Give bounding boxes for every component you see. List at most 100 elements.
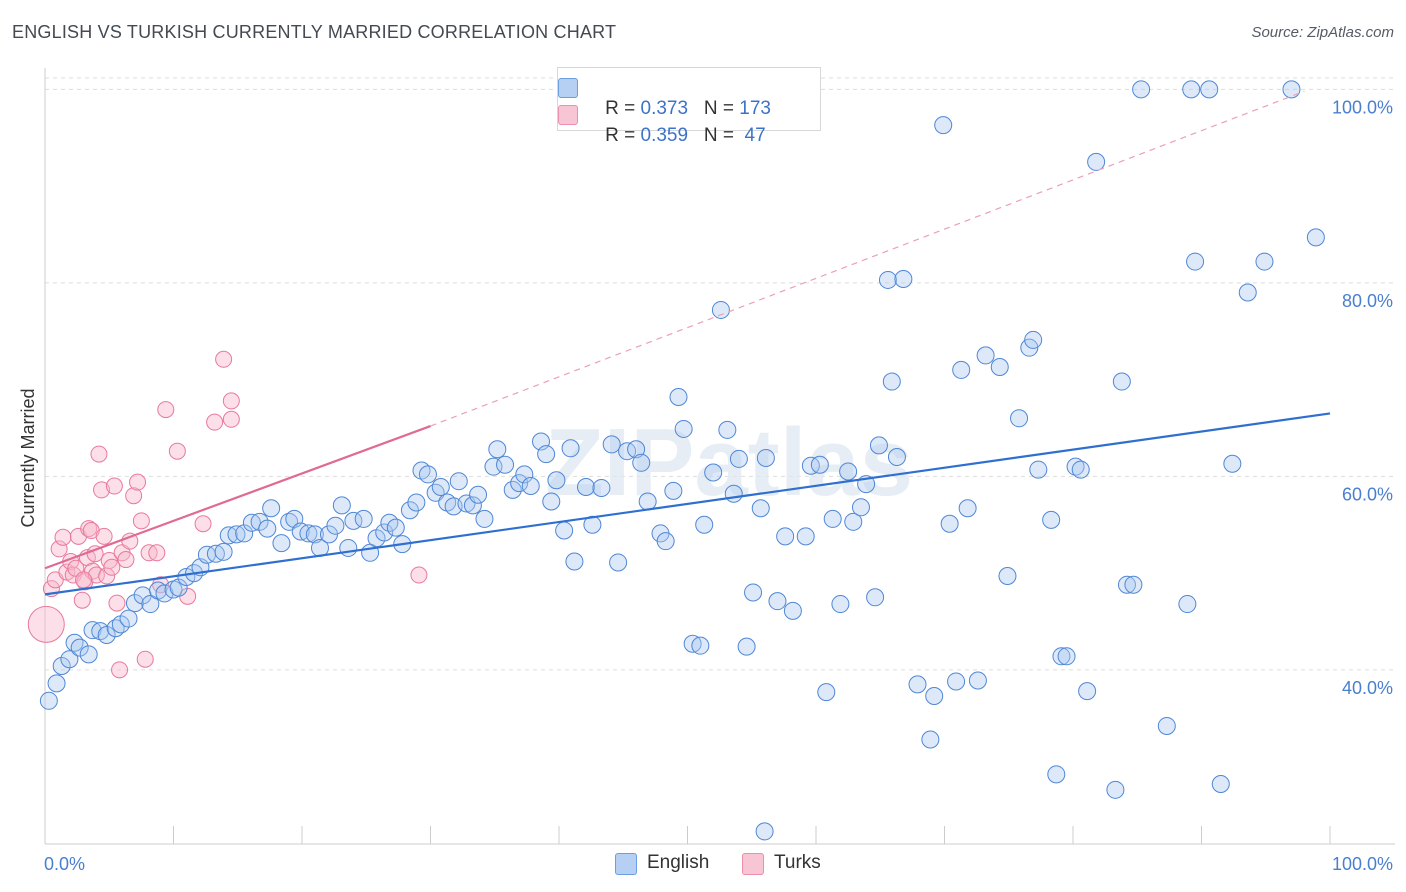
data-point (537, 445, 556, 464)
data-point (215, 350, 233, 368)
legend-n-value: 47 (739, 125, 766, 146)
data-point (1211, 775, 1230, 794)
series-turks (27, 350, 428, 679)
data-point (194, 515, 212, 533)
data-point (1024, 330, 1043, 349)
data-point (839, 462, 858, 481)
data-point (609, 553, 628, 572)
data-point (1112, 372, 1131, 391)
data-point (119, 609, 138, 628)
data-point (83, 621, 102, 640)
data-point (354, 509, 373, 528)
data-point (729, 449, 748, 468)
data-point (332, 496, 351, 515)
data-point (592, 478, 611, 497)
data-point (542, 492, 561, 511)
data-point (100, 552, 118, 570)
data-point (39, 691, 58, 710)
data-point (656, 532, 675, 551)
data-point (280, 512, 299, 531)
x-tick-label: 100.0% (1332, 854, 1393, 874)
data-point (947, 672, 966, 691)
data-point (674, 419, 693, 438)
data-point (683, 634, 702, 653)
data-point (704, 463, 723, 482)
data-point (1078, 682, 1097, 701)
data-point (1182, 80, 1201, 99)
data-point (1052, 647, 1071, 666)
data-point (669, 388, 688, 407)
series-legend-label-turks: Turks (774, 852, 821, 873)
data-point (132, 512, 150, 530)
legend-r-value: 0.359 (640, 125, 689, 146)
data-point (1200, 80, 1219, 99)
data-point (75, 571, 93, 589)
data-point (410, 566, 428, 584)
data-point (1117, 575, 1136, 594)
series-legend-swatch-english (615, 853, 637, 875)
data-point (1029, 460, 1048, 479)
data-point (449, 472, 468, 491)
data-point (235, 524, 254, 543)
data-point (206, 413, 224, 431)
data-point (1223, 454, 1242, 473)
data-point (214, 542, 233, 561)
legend-swatch-turks (558, 105, 578, 125)
data-point (934, 116, 953, 135)
data-point (968, 671, 987, 690)
data-point (206, 544, 225, 563)
data-point (801, 456, 820, 475)
data-point (627, 440, 646, 459)
legend-n-label: N = (703, 125, 740, 146)
y-tick-label: 80.0% (1342, 291, 1393, 311)
data-point (576, 477, 595, 496)
data-point (998, 567, 1017, 586)
data-point (908, 675, 927, 694)
data-point (93, 481, 111, 499)
data-point (1132, 80, 1151, 99)
data-point (141, 595, 160, 614)
data-point (111, 661, 129, 679)
data-point (796, 527, 815, 546)
data-point (1157, 716, 1176, 735)
source-label: Source: ZipAtlas.com (1251, 24, 1394, 41)
data-point (103, 558, 121, 576)
data-point (222, 410, 240, 428)
data-point (565, 552, 584, 571)
data-point (258, 519, 277, 538)
legend: R = 0.373 N = 173 R = 0.359 N = 47 (557, 67, 821, 146)
data-point (768, 592, 787, 611)
data-point (1178, 595, 1197, 614)
legend-row-english: R = 0.373 N = 173 (558, 76, 771, 142)
data-point (1010, 409, 1029, 428)
data-point (632, 453, 651, 472)
data-point (70, 638, 89, 657)
data-point (125, 487, 143, 505)
data-point (664, 481, 683, 500)
data-point (921, 730, 940, 749)
y-tick-label: 100.0% (1332, 97, 1393, 117)
legend-n-value: 173 (739, 98, 771, 119)
legend-r-label: R = (605, 125, 641, 146)
data-point (386, 518, 405, 537)
series-english (39, 80, 1325, 841)
data-point (810, 455, 829, 474)
data-point (262, 499, 281, 518)
data-point (561, 439, 580, 458)
data-point (65, 633, 84, 652)
data-point (73, 591, 91, 609)
data-point (299, 524, 318, 543)
data-point (783, 601, 802, 620)
data-point (878, 270, 897, 289)
data-point (219, 526, 238, 545)
data-point (1087, 152, 1106, 171)
data-point (751, 499, 770, 518)
legend-r-value: 0.373 (640, 98, 689, 119)
data-point (1106, 780, 1125, 799)
data-point (844, 512, 863, 531)
data-point (407, 493, 426, 512)
data-point (1186, 252, 1205, 271)
data-point (724, 484, 743, 503)
data-point (488, 440, 507, 459)
trendline-turks (44, 425, 431, 570)
